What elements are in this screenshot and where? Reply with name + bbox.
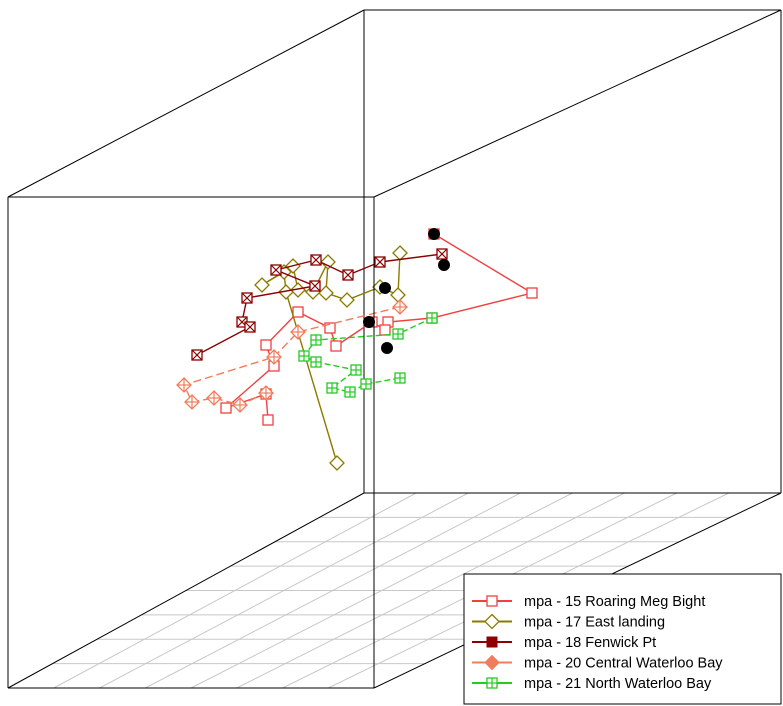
- legend: mpa - 15 Roaring Meg Bight mpa - 17 East …: [463, 573, 782, 705]
- data-point: [394, 372, 406, 384]
- data-point: [310, 334, 322, 346]
- legend-marker: [484, 654, 500, 671]
- box-edge: [7, 492, 365, 689]
- data-point: [244, 321, 256, 333]
- legend-item: mpa - 17 East landing: [472, 613, 665, 631]
- data-point: [392, 328, 404, 340]
- legend-item: mpa - 20 Central Waterloo Bay: [472, 654, 723, 672]
- legend-item: mpa - 15 Roaring Meg Bight: [472, 594, 705, 610]
- legend-label: mpa - 20 Central Waterloo Bay: [524, 656, 723, 672]
- data-point: [320, 254, 336, 270]
- floor-grid-line: [99, 492, 469, 689]
- series-2: [191, 248, 448, 361]
- legend-label: mpa - 21 North Waterloo Bay: [524, 676, 712, 692]
- series-line: [225, 233, 534, 421]
- data-point: [326, 382, 338, 394]
- data-point: [298, 350, 310, 362]
- data-point: [232, 397, 248, 413]
- series-line: [183, 306, 401, 406]
- series-4: [298, 312, 438, 398]
- data-point: [379, 282, 391, 294]
- box-edge: [7, 9, 365, 198]
- data-point: [184, 394, 200, 410]
- plot-box-front: [7, 196, 375, 689]
- data-point: [329, 455, 345, 471]
- legend-label: mpa - 17 East landing: [524, 615, 665, 631]
- data-point: [254, 277, 270, 293]
- legend-item: mpa - 21 North Waterloo Bay: [472, 676, 712, 692]
- data-point: [310, 254, 322, 266]
- data-point: [220, 402, 232, 414]
- data-point: [344, 386, 356, 398]
- data-point: [428, 228, 440, 240]
- data-point: [392, 299, 408, 315]
- legend-label: mpa - 15 Roaring Meg Bight: [524, 594, 705, 610]
- floor-grid: [52, 492, 731, 689]
- data-point: [363, 316, 375, 328]
- data-point: [339, 292, 355, 308]
- data-point: [381, 342, 393, 354]
- series-3: [176, 299, 408, 413]
- data-point: [241, 292, 253, 304]
- data-point: [324, 322, 336, 334]
- data-point: [270, 264, 282, 276]
- legend-marker: [486, 677, 498, 689]
- data-point: [318, 285, 334, 301]
- data-point: [360, 378, 372, 390]
- data-point: [436, 248, 448, 260]
- data-point: [206, 390, 222, 406]
- legend-marker: [486, 636, 498, 648]
- data-point: [350, 364, 362, 376]
- data-point: [390, 287, 406, 303]
- data-point: [330, 340, 342, 352]
- floor-grid-line: [53, 492, 417, 689]
- data-point: [309, 280, 321, 292]
- legend-marker: [484, 613, 500, 630]
- data-point: [526, 287, 538, 299]
- data-point: [191, 349, 203, 361]
- data-point: [392, 245, 408, 261]
- series-5: [363, 228, 450, 354]
- data-point: [260, 339, 272, 351]
- data-point: [262, 414, 274, 426]
- series-layer: [176, 228, 538, 471]
- data-point: [290, 324, 306, 340]
- data-point: [310, 356, 322, 368]
- legend-item: mpa - 18 Fenwick Pt: [472, 635, 656, 651]
- data-point: [426, 312, 438, 324]
- data-point: [266, 349, 282, 365]
- data-point: [438, 259, 450, 271]
- data-point: [292, 306, 304, 318]
- legend-box: [463, 573, 782, 705]
- data-point: [342, 269, 354, 281]
- data-point: [176, 377, 192, 393]
- series-line: [302, 317, 433, 393]
- data-point: [374, 256, 386, 268]
- legend-marker: [486, 595, 498, 607]
- data-point: [258, 385, 274, 401]
- floor-grid-line: [145, 492, 521, 689]
- legend-label: mpa - 18 Fenwick Pt: [524, 635, 656, 651]
- data-point: [379, 324, 391, 336]
- box-edge: [373, 9, 782, 198]
